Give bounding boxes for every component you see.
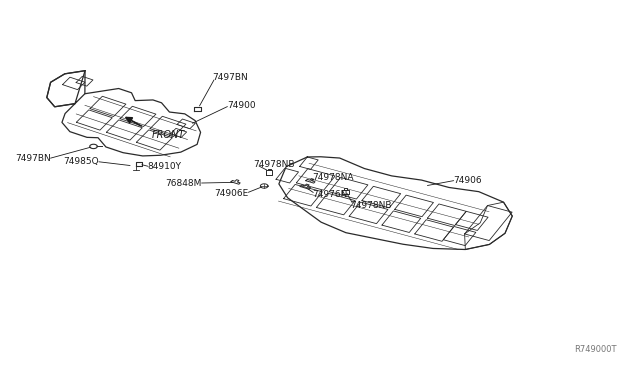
Text: 74978NA: 74978NA: [312, 173, 353, 182]
Text: R749000T: R749000T: [575, 345, 617, 354]
Text: 76848M: 76848M: [166, 179, 202, 187]
Text: 74978NB: 74978NB: [253, 160, 295, 169]
Text: 74978NB: 74978NB: [351, 201, 392, 209]
Text: 7497BN: 7497BN: [212, 73, 248, 82]
Text: 74976N: 74976N: [312, 190, 348, 199]
Text: 74900: 74900: [227, 101, 255, 110]
Text: FRONT: FRONT: [152, 130, 185, 140]
Text: 74906E: 74906E: [214, 189, 249, 198]
Text: 74906: 74906: [453, 176, 482, 185]
Text: 74985Q: 74985Q: [63, 157, 99, 166]
Text: 7497BN: 7497BN: [15, 154, 51, 163]
Text: 84910Y: 84910Y: [147, 163, 181, 171]
